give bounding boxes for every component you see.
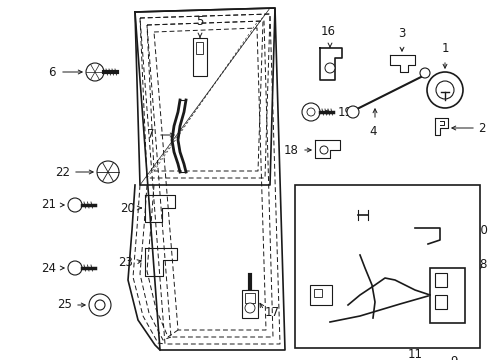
Circle shape <box>89 294 111 316</box>
Circle shape <box>68 198 82 212</box>
Text: 5: 5 <box>196 15 203 28</box>
Circle shape <box>435 81 453 99</box>
Bar <box>313 289 321 297</box>
Text: 22: 22 <box>55 166 70 179</box>
Circle shape <box>97 161 119 183</box>
Text: 6: 6 <box>48 66 56 78</box>
Text: 2: 2 <box>477 122 485 135</box>
Text: 16: 16 <box>320 25 335 38</box>
Bar <box>193 38 206 76</box>
Bar <box>434 273 446 287</box>
Text: 4: 4 <box>368 125 376 138</box>
Text: 20: 20 <box>120 202 135 215</box>
Bar <box>434 295 446 309</box>
Text: 9: 9 <box>449 355 457 360</box>
Bar <box>429 268 464 323</box>
Bar <box>244 293 254 303</box>
Text: 19: 19 <box>337 105 352 118</box>
Circle shape <box>306 108 314 116</box>
Text: 8: 8 <box>479 258 486 271</box>
Circle shape <box>325 63 334 73</box>
Circle shape <box>319 146 327 154</box>
Text: 14: 14 <box>329 274 345 287</box>
Text: 12: 12 <box>357 310 372 323</box>
Bar <box>294 185 479 348</box>
Circle shape <box>346 106 358 118</box>
Text: 10: 10 <box>473 224 488 237</box>
Text: 23: 23 <box>118 256 133 269</box>
Bar <box>309 285 331 305</box>
Text: 24: 24 <box>41 261 56 274</box>
Bar <box>242 290 258 318</box>
Circle shape <box>86 63 104 81</box>
Text: 11: 11 <box>407 348 422 360</box>
Text: 15: 15 <box>325 208 340 221</box>
Text: 1: 1 <box>440 42 448 55</box>
Text: 7: 7 <box>147 129 155 141</box>
Text: 3: 3 <box>398 27 405 40</box>
Text: 13: 13 <box>297 309 311 321</box>
Circle shape <box>302 103 319 121</box>
Circle shape <box>244 303 254 313</box>
Text: 21: 21 <box>41 198 56 211</box>
Circle shape <box>68 261 82 275</box>
Bar <box>196 42 203 54</box>
Circle shape <box>419 68 429 78</box>
Text: 18: 18 <box>284 144 298 157</box>
Text: 25: 25 <box>57 298 72 311</box>
Text: 17: 17 <box>264 306 280 319</box>
Circle shape <box>426 72 462 108</box>
Circle shape <box>95 300 105 310</box>
